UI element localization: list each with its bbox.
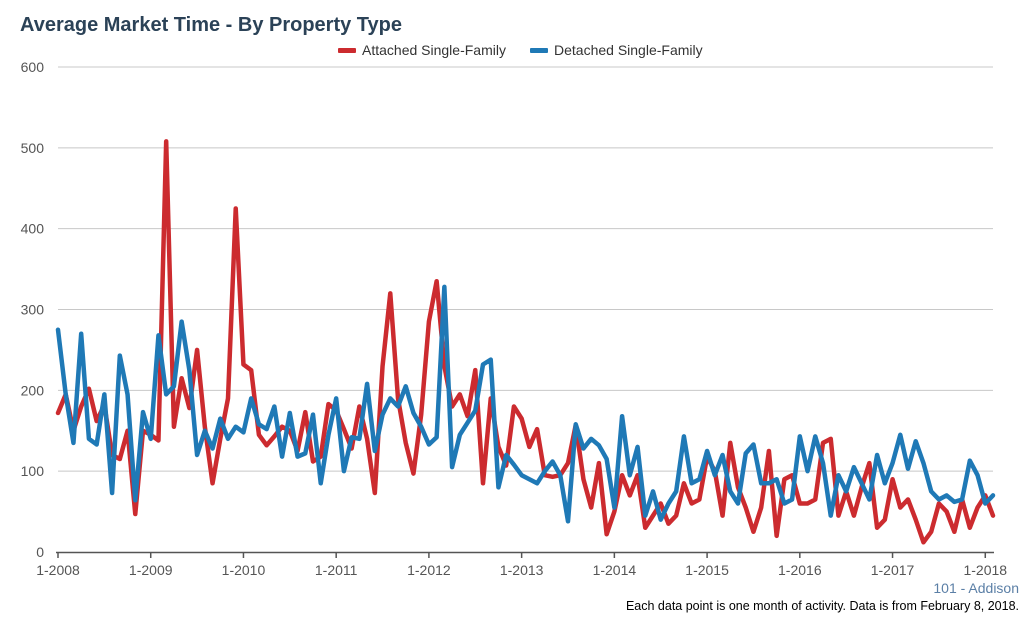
legend-label-attached: Attached Single-Family [362, 42, 506, 58]
chart-title: Average Market Time - By Property Type [20, 14, 402, 36]
y-tick-label: 100 [21, 463, 45, 479]
y-tick-label: 400 [21, 221, 45, 237]
x-tick-label: 1-2013 [500, 562, 544, 578]
y-tick-label: 500 [21, 140, 45, 156]
x-tick-label: 1-2008 [36, 562, 80, 578]
chart-footnote: Each data point is one month of activity… [625, 599, 1019, 613]
chart-subtitle: 101 - Addison [933, 580, 1019, 596]
legend: Attached Single-Family Detached Single-F… [0, 42, 1031, 62]
legend-item-detached[interactable]: Detached Single-Family [530, 42, 703, 58]
x-tick-label: 1-2014 [593, 562, 637, 578]
x-tick-label: 1-2010 [222, 562, 266, 578]
y-tick-label: 300 [21, 302, 45, 318]
x-tick-label: 1-2009 [129, 562, 173, 578]
y-tick-label: 600 [21, 59, 45, 75]
series-line-detached [55, 284, 996, 524]
y-tick-label: 0 [36, 544, 44, 560]
x-tick-label: 1-2015 [685, 562, 729, 578]
x-tick-label: 1-2016 [778, 562, 822, 578]
y-tick-label: 200 [21, 382, 45, 398]
x-tick-label: 1-2012 [407, 562, 451, 578]
x-tick-label: 1-2017 [871, 562, 915, 578]
legend-label-detached: Detached Single-Family [554, 42, 703, 58]
x-tick-label: 1-2011 [315, 562, 358, 578]
legend-swatch-detached [530, 47, 548, 53]
legend-item-attached[interactable]: Attached Single-Family [338, 42, 506, 58]
series-line-attached [55, 139, 996, 545]
x-tick-label: 1-2018 [963, 562, 1007, 578]
legend-swatch-attached [338, 47, 356, 53]
